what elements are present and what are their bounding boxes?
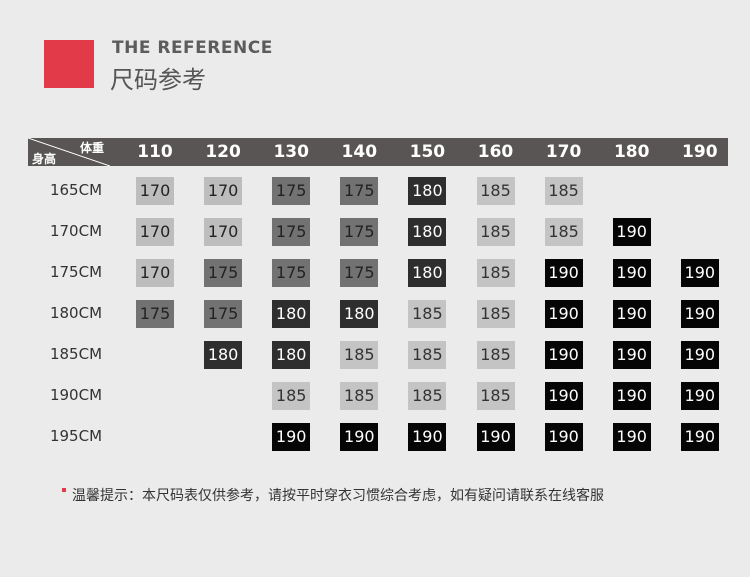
size-cell: 185 bbox=[408, 341, 447, 369]
size-cell: 190 bbox=[612, 259, 651, 287]
size-cell: 185 bbox=[476, 300, 515, 328]
size-cell: 190 bbox=[612, 218, 651, 246]
height-row-label: 165CM bbox=[49, 181, 103, 199]
size-cell: 190 bbox=[680, 423, 719, 451]
note-text: 温馨提示：本尺码表仅供参考，请按平时穿衣习惯综合考虑，如有疑问请联系在线客服 bbox=[72, 488, 604, 504]
size-cell: 190 bbox=[680, 259, 719, 287]
size-cell: 190 bbox=[544, 259, 583, 287]
size-cell: 190 bbox=[680, 341, 719, 369]
size-cell: 175 bbox=[272, 259, 311, 287]
weight-column-header: 190 bbox=[682, 142, 718, 162]
size-cell: 175 bbox=[204, 259, 243, 287]
size-cell: 170 bbox=[136, 177, 174, 205]
size-cell: 185 bbox=[544, 218, 583, 246]
size-cell: 190 bbox=[612, 423, 651, 451]
size-cell: 185 bbox=[408, 300, 447, 328]
size-cell: 175 bbox=[272, 177, 311, 205]
size-cell: 185 bbox=[340, 341, 379, 369]
size-cell: 190 bbox=[476, 423, 515, 451]
size-cell: 190 bbox=[544, 423, 583, 451]
weight-header: 体重 bbox=[80, 141, 105, 155]
size-cell: 190 bbox=[408, 423, 447, 451]
corner-diagonal bbox=[28, 138, 110, 166]
weight-column-header: 160 bbox=[477, 142, 514, 162]
weight-column-header: 140 bbox=[341, 142, 378, 162]
size-cell: 175 bbox=[340, 218, 379, 246]
size-cell: 185 bbox=[476, 218, 515, 246]
size-cell: 170 bbox=[136, 218, 174, 246]
size-cell: 185 bbox=[408, 382, 447, 410]
height-header: 身高 bbox=[32, 152, 57, 166]
size-cell: 170 bbox=[136, 259, 174, 287]
size-cell: 180 bbox=[272, 300, 311, 328]
size-cell: 185 bbox=[476, 259, 515, 287]
weight-column-header: 130 bbox=[273, 142, 309, 162]
weight-column-header: 120 bbox=[205, 142, 241, 162]
height-row-label: 185CM bbox=[49, 345, 103, 363]
size-cell: 185 bbox=[272, 382, 311, 410]
height-row-label: 180CM bbox=[49, 304, 103, 322]
height-row-label: 175CM bbox=[49, 263, 103, 281]
weight-column-header: 180 bbox=[613, 142, 650, 162]
size-cell: 190 bbox=[612, 300, 651, 328]
size-cell: 190 bbox=[272, 423, 311, 451]
size-cell: 175 bbox=[340, 259, 379, 287]
weight-column-header: 150 bbox=[409, 142, 446, 162]
size-cell: 185 bbox=[476, 382, 515, 410]
note-bullet bbox=[62, 488, 66, 492]
size-cell: 175 bbox=[340, 177, 379, 205]
height-row-label: 190CM bbox=[49, 386, 103, 404]
weight-column-header: 170 bbox=[545, 142, 582, 162]
table-header: 体重 身高 110 120 130 140 150 160 170 180 190 bbox=[28, 138, 728, 166]
size-cell: 185 bbox=[544, 177, 583, 205]
size-cell: 190 bbox=[612, 382, 651, 410]
size-cell: 190 bbox=[544, 300, 583, 328]
height-row-label: 195CM bbox=[49, 427, 103, 445]
weight-column-header: 110 bbox=[137, 142, 173, 162]
title-english: THE REFERENCE bbox=[112, 38, 273, 58]
size-cell: 190 bbox=[340, 423, 379, 451]
size-cell: 185 bbox=[340, 382, 379, 410]
size-cell: 170 bbox=[204, 177, 243, 205]
size-cell: 190 bbox=[612, 341, 651, 369]
title-chinese: 尺码参考 bbox=[110, 66, 206, 94]
size-cell: 180 bbox=[272, 341, 311, 369]
size-cell: 175 bbox=[204, 300, 243, 328]
size-cell: 190 bbox=[544, 341, 583, 369]
size-cell: 180 bbox=[204, 341, 243, 369]
size-cell: 180 bbox=[340, 300, 379, 328]
size-cell: 185 bbox=[476, 177, 515, 205]
size-cell: 190 bbox=[680, 300, 719, 328]
height-row-label: 170CM bbox=[49, 222, 103, 240]
size-cell: 175 bbox=[272, 218, 311, 246]
size-cell: 175 bbox=[136, 300, 174, 328]
size-cell: 185 bbox=[476, 341, 515, 369]
size-cell: 180 bbox=[408, 177, 447, 205]
size-cell: 190 bbox=[544, 382, 583, 410]
size-cell: 190 bbox=[680, 382, 719, 410]
size-cell: 180 bbox=[408, 259, 447, 287]
accent-block bbox=[44, 40, 94, 88]
size-cell: 170 bbox=[204, 218, 243, 246]
size-cell: 180 bbox=[408, 218, 447, 246]
